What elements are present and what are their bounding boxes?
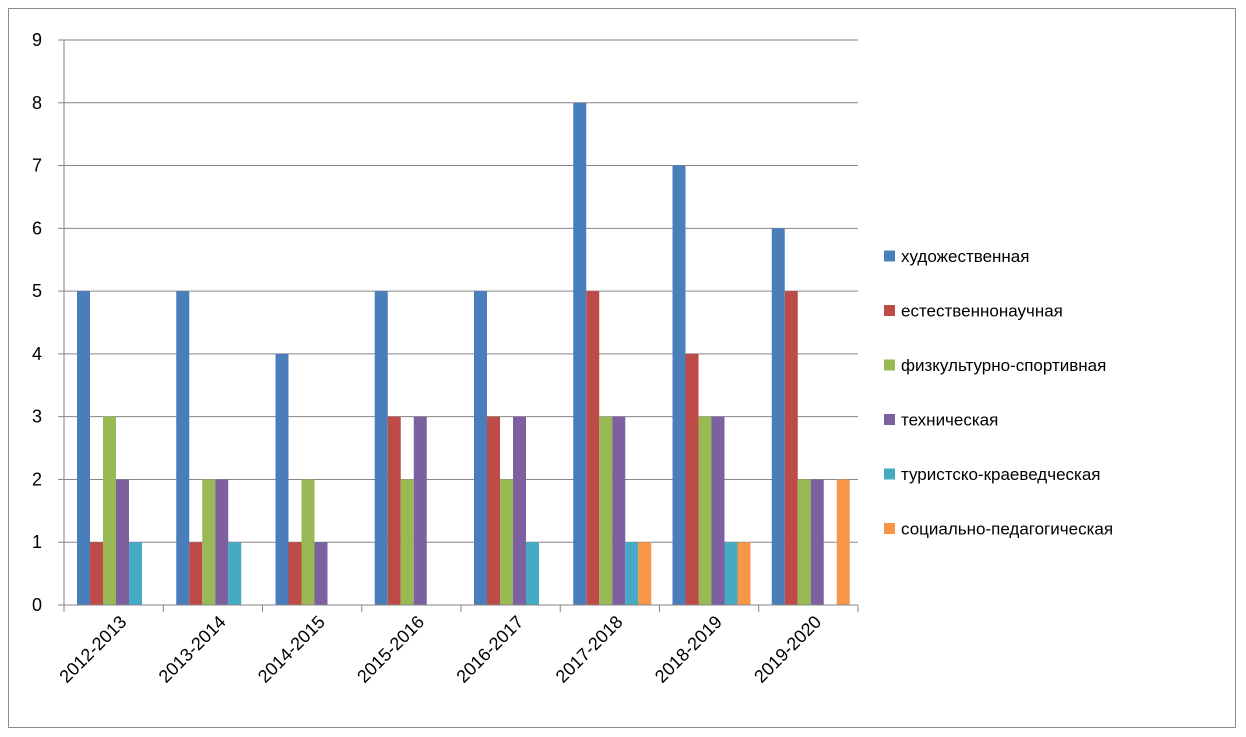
bar-2014-2015-художественная [275,353,289,605]
bar-2013-2014-естественнонаучная [189,542,203,605]
bar-2019-2020-художественная [771,228,785,606]
bar-2016-2017-физкультурно-спортивная [500,479,513,605]
y-tick-label: 2 [32,469,42,489]
x-tick-label: 2019-2020 [750,612,825,687]
bar-2013-2014-художественная [176,291,190,605]
y-tick-label: 5 [32,281,42,301]
legend-label: социально-педагогическая [901,520,1113,539]
x-tick-label: 2015-2016 [353,612,428,687]
bar-2015-2016-естественнонаучная [387,416,401,605]
bar-2013-2014-туристско-краеведческая [228,542,242,605]
legend-label: туристско-краеведческая [901,465,1101,484]
bar-2012-2013-техническая [116,479,129,605]
legend-swatch [884,414,895,425]
bar-2012-2013-художественная [77,291,90,605]
bar-2014-2015-техническая [314,542,328,605]
bar-2017-2018-естественнонаучная [586,291,600,605]
legend-label: техническая [901,411,998,430]
y-tick-label: 0 [32,595,42,615]
bar-2019-2020-физкультурно-спортивная [797,479,811,605]
y-tick-label: 6 [32,218,42,238]
bar-2013-2014-физкультурно-спортивная [202,479,216,605]
legend-label: физкультурно-спортивная [901,356,1106,375]
x-tick-label: 2012-2013 [55,612,130,687]
bar-2018-2019-социально-педагогическая [737,542,751,605]
y-axis-tick-labels: 0 1 2 3 4 5 6 7 8 9 [32,30,42,615]
bar-2017-2018-туристско-краеведческая [625,542,639,605]
bar-2018-2019-техническая [711,416,725,605]
y-tick-label: 8 [32,93,42,113]
bar-2012-2013-туристско-краеведческая [129,542,142,605]
legend-label: художественная [901,247,1029,266]
bar-2016-2017-техническая [513,416,526,605]
axes [58,39,859,612]
bar-2017-2018-физкультурно-спортивная [599,416,613,605]
bar-2018-2019-художественная [672,165,686,606]
bar-2016-2017-туристско-краеведческая [526,542,539,605]
bar-2016-2017-естественнонаучная [487,416,500,605]
legend-swatch [884,468,895,480]
y-tick-label: 9 [32,30,42,50]
bar-2019-2020-социально-педагогическая [836,479,850,605]
x-tick-label: 2016-2017 [452,612,527,687]
bar-2015-2016-физкультурно-спортивная [400,479,414,605]
bar-2012-2013-физкультурно-спортивная [103,416,116,605]
bar-2016-2017-художественная [474,291,487,605]
y-tick-label: 1 [32,532,42,552]
bar-2014-2015-естественнонаучная [288,542,302,605]
legend-swatch [884,523,895,534]
legend-swatch [884,305,895,316]
legend: художественная естественнонаучная физкульт… [884,247,1113,539]
bar-2019-2020-естественнонаучная [784,291,798,605]
y-tick-label: 7 [32,156,42,176]
bar-2014-2015-физкультурно-спортивная [301,479,315,605]
y-tick-label: 4 [32,344,42,364]
bar-2017-2018-техническая [612,416,626,605]
bar-2015-2016-техническая [413,416,427,605]
bar-2013-2014-техническая [215,479,229,605]
bar-2017-2018-социально-педагогическая [638,542,652,605]
bar-2018-2019-физкультурно-спортивная [698,416,712,605]
x-tick-label: 2014-2015 [254,612,329,687]
y-tick-label: 3 [32,407,42,427]
legend-swatch [884,359,895,371]
bars [77,102,850,606]
bar-2017-2018-художественная [573,102,587,606]
legend-swatch [884,250,895,262]
bar-2012-2013-естественнонаучная [90,542,103,605]
bar-2015-2016-художественная [374,291,388,605]
x-tick-label: 2018-2019 [651,612,726,687]
x-tick-label: 2017-2018 [552,612,627,687]
x-axis-tick-labels: 2012-2013 2013-2014 2014-2015 2015-2016 2016… [55,612,825,687]
bar-2019-2020-техническая [810,479,824,605]
chart-frame [8,8,1236,728]
bar-2018-2019-естественнонаучная [685,353,699,605]
bar-2018-2019-туристско-краеведческая [724,542,738,605]
x-tick-label: 2013-2014 [155,612,230,687]
legend-label: естественнонаучная [901,302,1063,321]
